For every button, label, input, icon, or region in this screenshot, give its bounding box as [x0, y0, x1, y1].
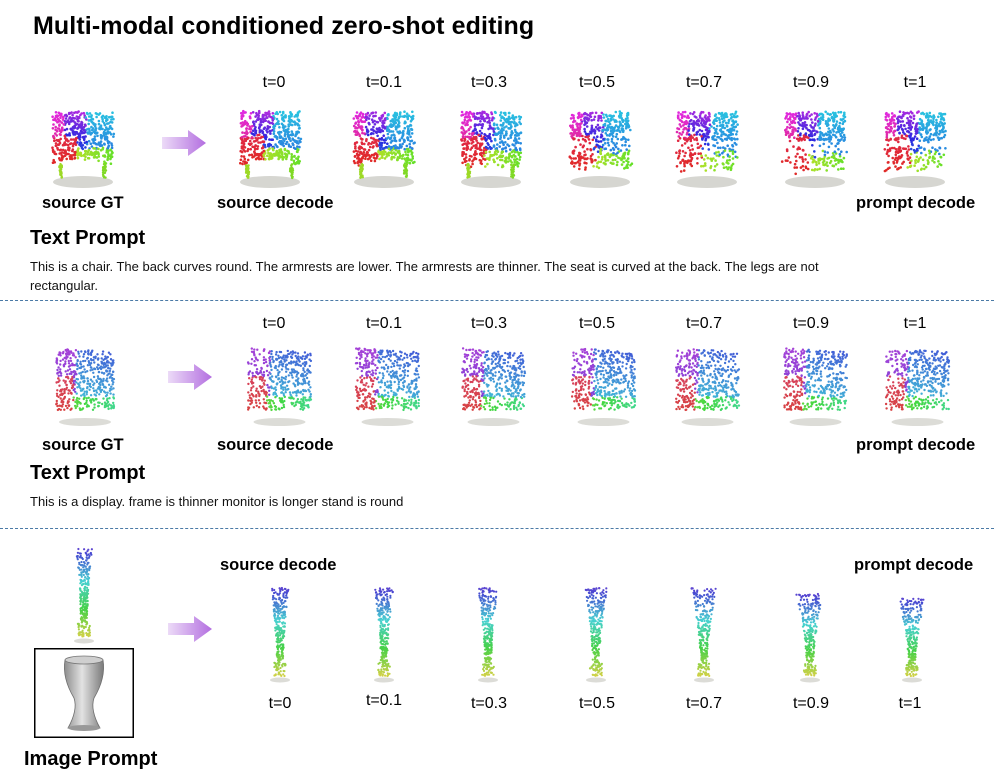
- time-label: t=1: [903, 315, 927, 332]
- source-gt-label: source GT: [42, 436, 124, 454]
- time-label: t=0.7: [685, 695, 723, 712]
- source-decode-label: source decode: [220, 556, 337, 574]
- time-label: t=0.7: [685, 315, 723, 332]
- time-label: t=0.5: [578, 74, 616, 91]
- vase-source-gt-image: [74, 547, 94, 644]
- display-decode-t0.5: [570, 347, 637, 426]
- vase-decode-t0.7: [690, 587, 717, 683]
- prompt-decode-label: prompt decode: [854, 556, 974, 574]
- prompt-heading: Text Prompt: [30, 227, 146, 249]
- display-decode-t0.3: [461, 347, 527, 426]
- prompt-text: This is a chair. The back curves round. …: [30, 259, 819, 293]
- time-label: t=0.9: [792, 74, 830, 91]
- display-decode-t0.1: [354, 347, 421, 426]
- time-label: t=0.9: [792, 695, 830, 712]
- prompt-heading: Image Prompt: [24, 748, 158, 770]
- time-label: t=0.1: [365, 692, 403, 709]
- display-decode-t0.7: [675, 348, 741, 426]
- prompt-heading: Text Prompt: [30, 462, 146, 484]
- time-label: t=0.3: [470, 74, 508, 91]
- time-label: t=0.7: [685, 74, 723, 91]
- chair-decode-t0.9: [780, 110, 848, 188]
- vase-decode-t0.3: [478, 586, 498, 683]
- vase-decode-t0.1: [374, 587, 394, 683]
- source-decode-label: source decode: [217, 194, 334, 212]
- time-label: t=0.1: [365, 315, 403, 332]
- arrow-icon: [162, 130, 206, 156]
- source-decode-label: source decode: [217, 436, 334, 454]
- arrow-icon: [168, 364, 212, 390]
- time-label: t=0: [262, 315, 286, 332]
- chair-decode-t0.5: [568, 110, 634, 188]
- time-label: t=0.3: [470, 315, 508, 332]
- vase-decode-t1: [899, 597, 925, 683]
- time-label: t=0.9: [792, 315, 830, 332]
- time-label: t=0.5: [578, 315, 616, 332]
- display-decode-t1: [884, 349, 951, 426]
- image-prompt-vase-image: [34, 648, 134, 738]
- display-decode-t0: [246, 347, 313, 426]
- vase-decode-t0.5: [584, 587, 608, 683]
- time-label: t=0.3: [470, 695, 508, 712]
- row-divider: [0, 528, 994, 529]
- chair-decode-t1: [883, 110, 947, 188]
- time-label: t=1: [903, 74, 927, 91]
- chair-decode-t0.7: [675, 110, 739, 188]
- prompt-decode-label: prompt decode: [856, 436, 976, 454]
- vase-decode-t0: [270, 586, 290, 683]
- chair-source-gt-image: [51, 110, 116, 188]
- display-source-gt-image: [55, 348, 116, 426]
- source-gt-label: source GT: [42, 194, 124, 212]
- time-label: t=0.5: [578, 695, 616, 712]
- time-label: t=0: [262, 74, 286, 91]
- chair-decode-t0.1: [352, 110, 416, 188]
- figure-title: Multi-modal conditioned zero-shot editin…: [33, 12, 535, 40]
- chair-decode-t0.3: [460, 110, 523, 188]
- display-decode-t0.9: [783, 347, 848, 426]
- vase-decode-t0.9: [795, 592, 822, 683]
- chair-decode-t0: [239, 109, 303, 188]
- time-label: t=1: [898, 695, 922, 712]
- prompt-decode-label: prompt decode: [856, 194, 976, 212]
- row-divider: [0, 300, 994, 301]
- time-label: t=0.1: [365, 74, 403, 91]
- arrow-icon: [168, 616, 212, 642]
- time-label: t=0: [268, 695, 292, 712]
- prompt-text: This is a display. frame is thinner moni…: [30, 494, 404, 509]
